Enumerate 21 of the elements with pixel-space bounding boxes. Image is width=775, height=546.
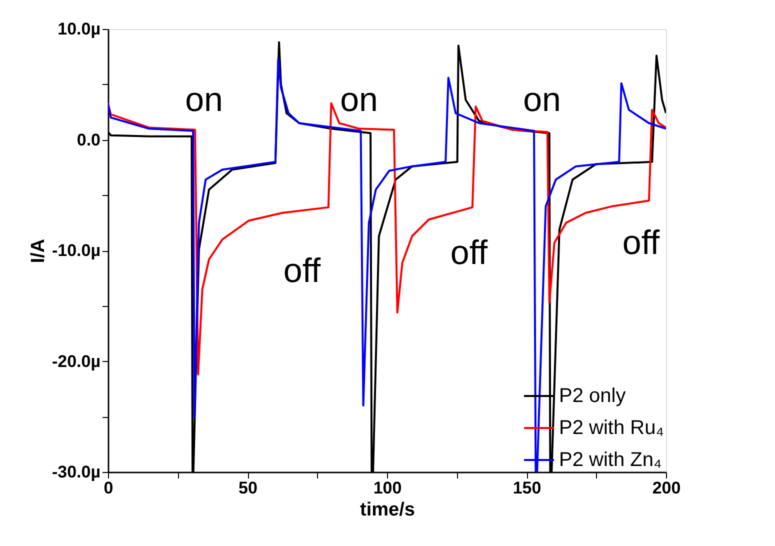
annotation: off: [283, 252, 322, 290]
annotation: off: [622, 224, 660, 262]
annotation: off: [450, 234, 488, 272]
y-axis-title: I/A: [28, 238, 49, 264]
legend-label: P2 only: [559, 385, 626, 407]
annotation: on: [340, 81, 378, 119]
y-tick-label: -20.0µ: [52, 352, 100, 371]
annotation: on: [523, 81, 561, 119]
x-tick-label: 50: [238, 478, 258, 498]
x-axis-title: time/s: [360, 500, 415, 520]
legend-label: P2 with Ru₄: [559, 417, 664, 439]
x-tick-label: 0: [104, 478, 114, 498]
x-tick-label: 200: [652, 478, 681, 498]
y-tick-label: 0.0: [76, 130, 100, 150]
x-tick-label: 150: [512, 478, 542, 498]
x-tick-label: 100: [373, 478, 402, 498]
y-tick-label: 10.0µ: [58, 20, 100, 38]
y-tick-label: -30.0µ: [52, 462, 100, 482]
y-tick-label: -10.0µ: [52, 241, 100, 260]
legend-label: P2 with Zn₄: [559, 449, 662, 471]
annotation: on: [185, 81, 223, 119]
